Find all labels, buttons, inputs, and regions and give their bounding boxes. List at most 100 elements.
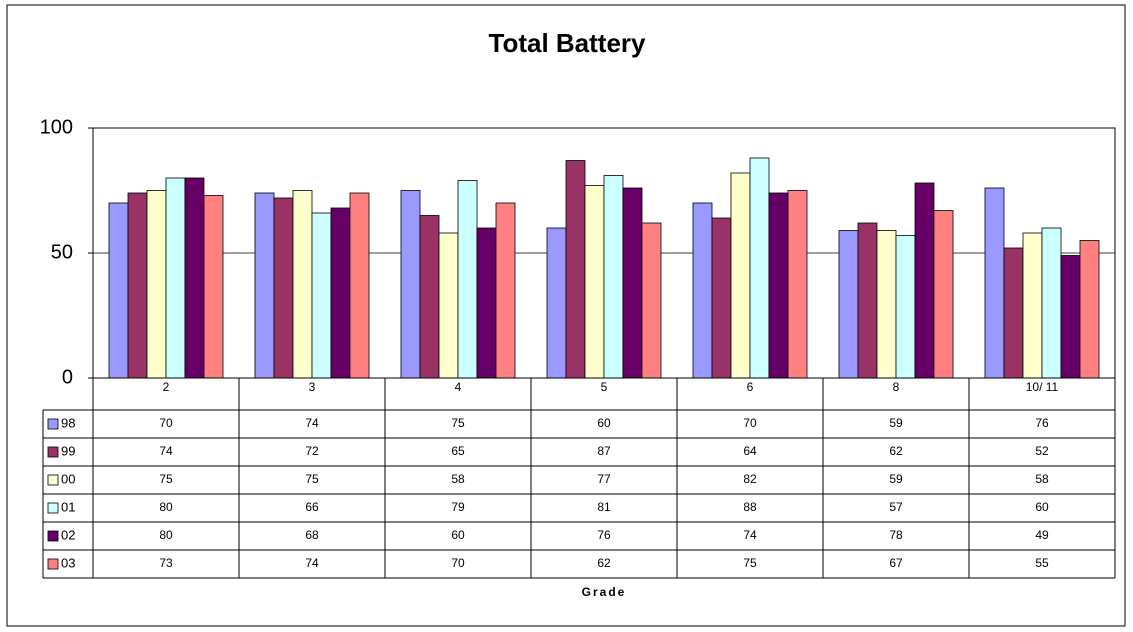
bar	[1060, 255, 1081, 379]
table-value: 70	[451, 556, 465, 570]
bar	[127, 192, 148, 379]
table-value: 62	[597, 556, 611, 570]
bar	[584, 185, 605, 379]
table-value: 88	[743, 500, 757, 514]
table-value: 87	[597, 444, 611, 458]
table-value: 73	[159, 556, 173, 570]
bar	[546, 227, 567, 379]
table-value: 74	[743, 528, 757, 542]
table-value: 60	[451, 528, 465, 542]
x-tick-label: 4	[455, 380, 462, 394]
table-value: 72	[305, 444, 319, 458]
bar	[787, 190, 808, 379]
bar	[603, 175, 624, 379]
bar	[349, 192, 370, 379]
bar	[292, 190, 313, 379]
bar	[254, 192, 275, 379]
bar	[1041, 227, 1062, 379]
bar	[749, 157, 770, 379]
legend-swatch	[47, 558, 59, 570]
table-value: 78	[889, 528, 903, 542]
bar	[984, 187, 1005, 379]
x-tick-label: 8	[893, 380, 900, 394]
x-tick-label: 2	[163, 380, 170, 394]
bar	[838, 230, 859, 379]
table-value: 74	[305, 416, 319, 430]
table-value: 60	[597, 416, 611, 430]
table-value: 59	[889, 416, 903, 430]
legend-label: 98	[61, 415, 75, 430]
table-value: 76	[1035, 416, 1049, 430]
bar	[330, 207, 351, 379]
bar	[1079, 240, 1100, 379]
table-value: 81	[597, 500, 611, 514]
y-tick-label: 50	[51, 241, 73, 263]
legend-swatch	[47, 502, 59, 514]
bar	[692, 202, 713, 379]
bar	[641, 222, 662, 379]
table-value: 60	[1035, 500, 1049, 514]
chart-title: Total Battery	[489, 28, 647, 58]
bar	[730, 172, 751, 379]
bar	[895, 235, 916, 379]
x-tick-label: 6	[747, 380, 754, 394]
legend-label: 03	[61, 555, 75, 570]
legend-label: 00	[61, 471, 75, 486]
bar	[933, 210, 954, 379]
bar	[108, 202, 129, 379]
legend-label: 02	[61, 527, 75, 542]
bar	[857, 222, 878, 379]
bar	[203, 195, 224, 379]
table-value: 75	[451, 416, 465, 430]
x-tick-label: 5	[601, 380, 608, 394]
table-value: 74	[305, 556, 319, 570]
table-value: 80	[159, 500, 173, 514]
table-value: 66	[305, 500, 319, 514]
legend-swatch	[47, 446, 59, 458]
bar	[438, 232, 459, 379]
bar	[184, 177, 205, 379]
table-value: 82	[743, 472, 757, 486]
x-tick-label: 10/ 11	[1026, 380, 1059, 394]
table-value: 58	[1035, 472, 1049, 486]
legend-swatch	[47, 530, 59, 542]
table-value: 74	[159, 444, 173, 458]
bar	[146, 190, 167, 379]
bar	[1022, 232, 1043, 379]
table-value: 70	[159, 416, 173, 430]
table-value: 75	[305, 472, 319, 486]
table-value: 77	[597, 472, 611, 486]
bar	[1003, 247, 1024, 379]
table-value: 62	[889, 444, 903, 458]
legend-swatch	[47, 474, 59, 486]
bar	[400, 190, 421, 379]
table-value: 49	[1035, 528, 1049, 542]
table-value: 64	[743, 444, 757, 458]
bar	[914, 182, 935, 379]
bar	[711, 217, 732, 379]
bar	[622, 187, 643, 379]
bar	[565, 160, 586, 379]
table-value: 70	[743, 416, 757, 430]
bar	[273, 197, 294, 379]
table-value: 68	[305, 528, 319, 542]
legend-swatch	[47, 418, 59, 430]
x-axis-label: Grade	[582, 585, 627, 599]
table-value: 52	[1035, 444, 1049, 458]
table-value: 65	[451, 444, 465, 458]
table-value: 57	[889, 500, 903, 514]
table-value: 58	[451, 472, 465, 486]
table-value: 55	[1035, 556, 1049, 570]
y-tick-label: 100	[40, 116, 73, 138]
table-value: 80	[159, 528, 173, 542]
legend-label: 01	[61, 499, 75, 514]
table-value: 76	[597, 528, 611, 542]
table-value: 75	[159, 472, 173, 486]
table-value: 79	[451, 500, 465, 514]
bar	[476, 227, 497, 379]
x-tick-label: 3	[309, 380, 316, 394]
bar	[165, 177, 186, 379]
table-value: 59	[889, 472, 903, 486]
bar	[311, 212, 332, 379]
